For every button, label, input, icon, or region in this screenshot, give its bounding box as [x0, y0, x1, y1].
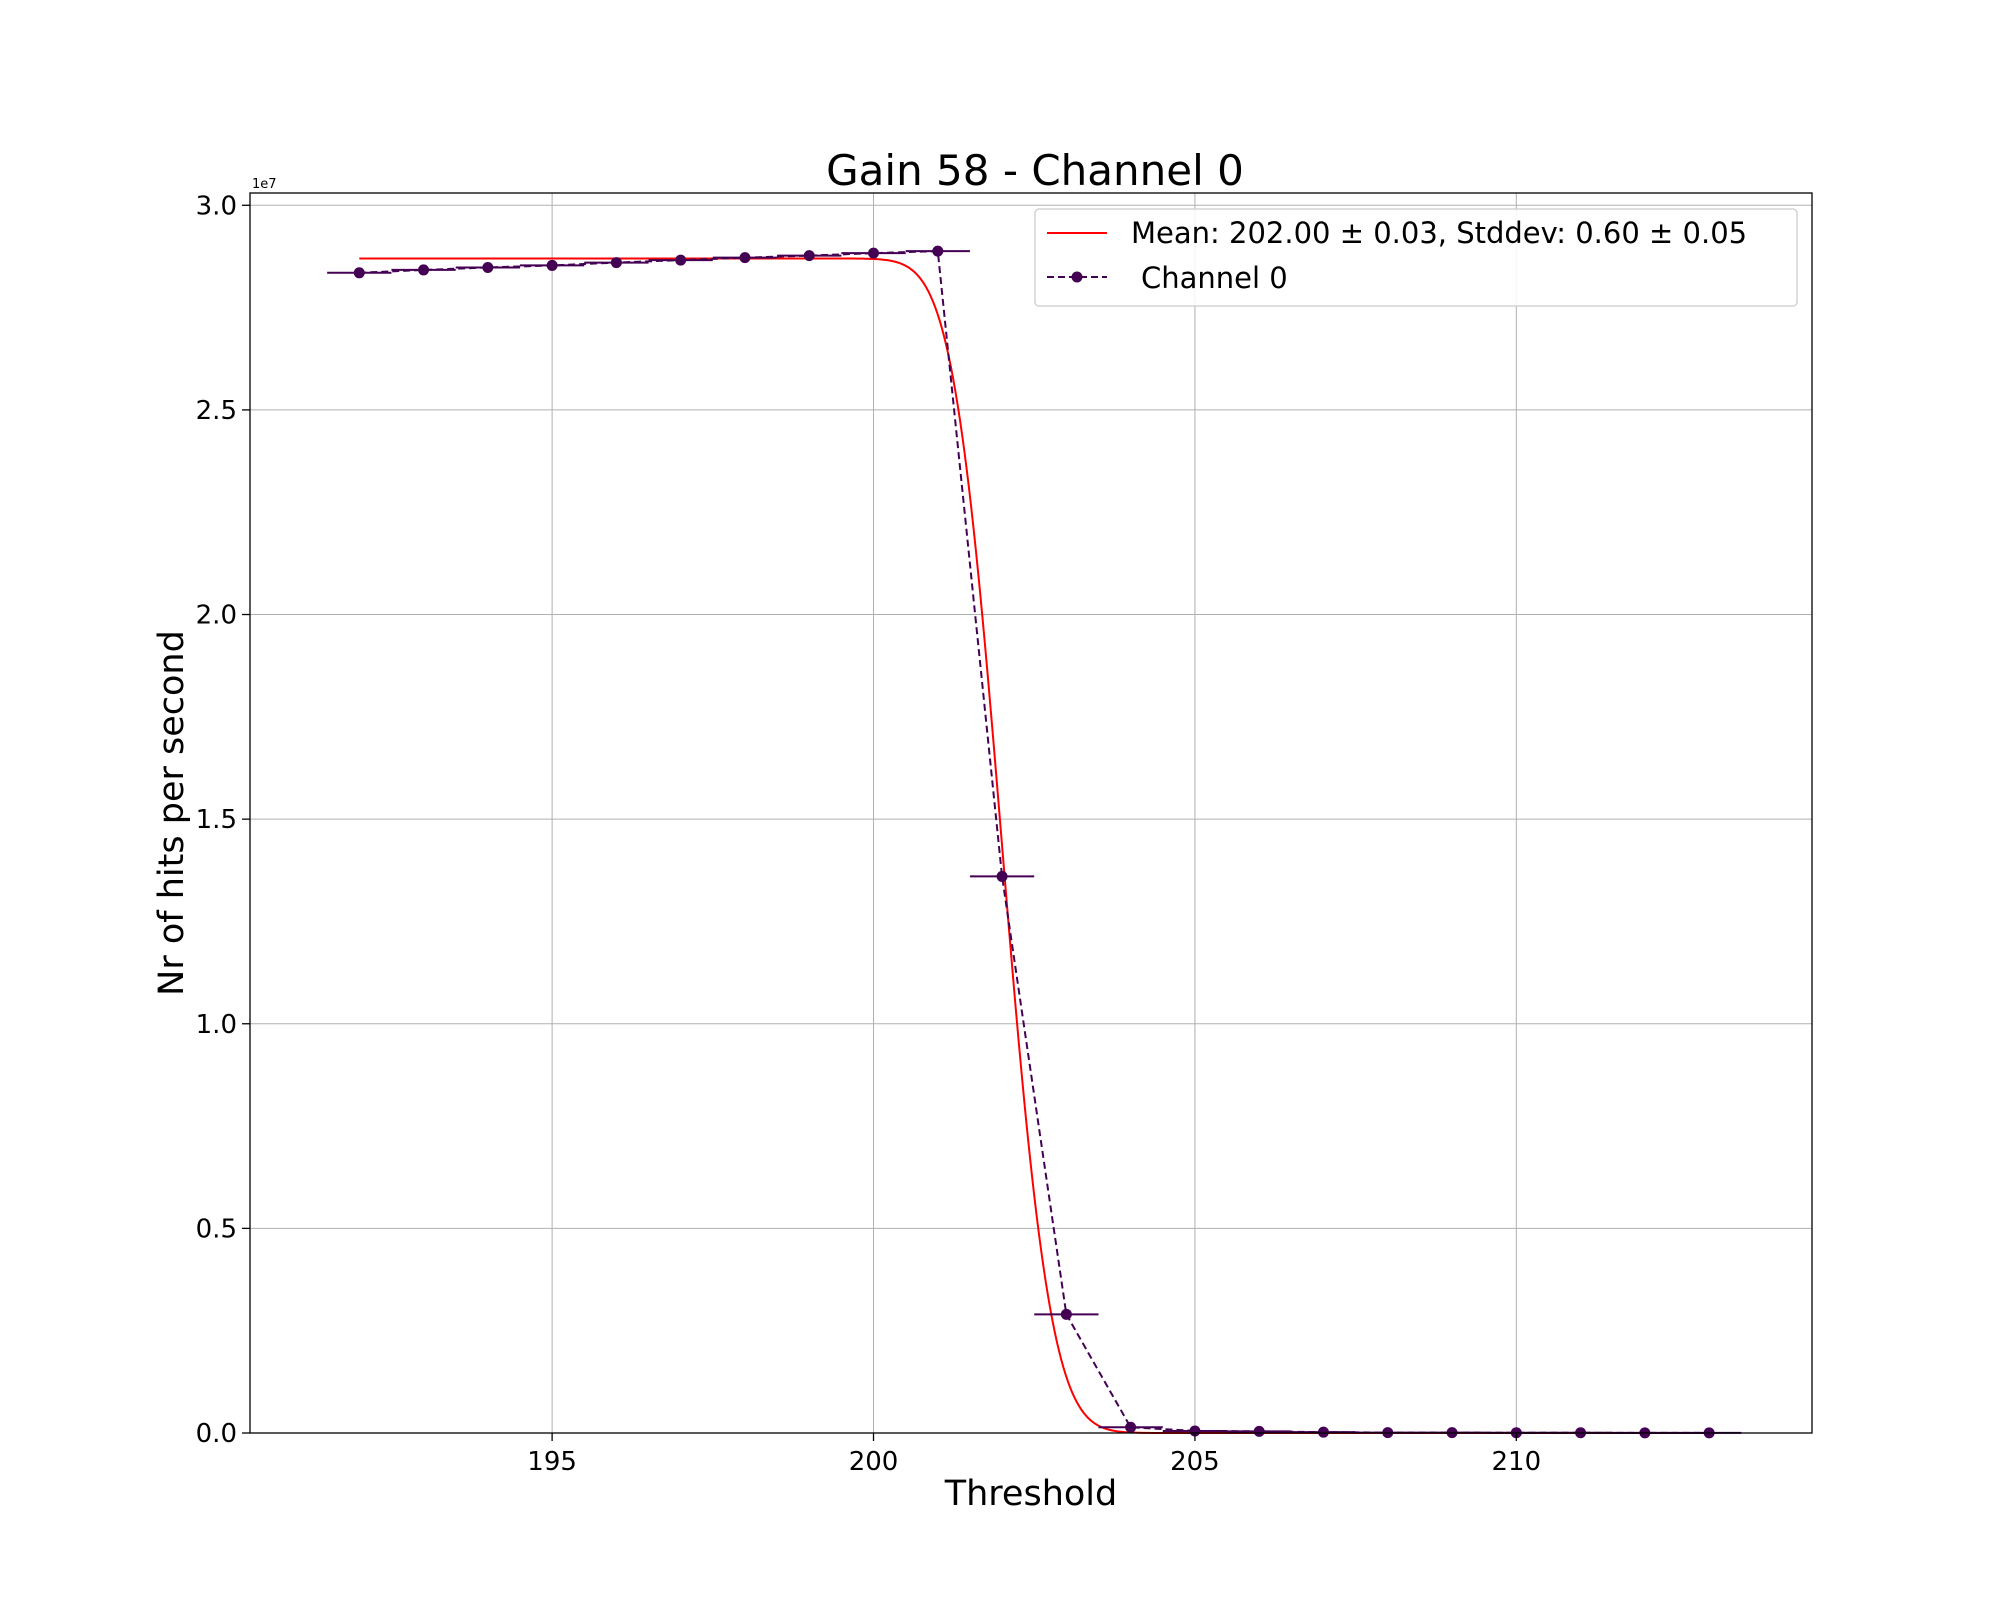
data-point — [482, 261, 494, 273]
grid — [250, 193, 1812, 1434]
x-tick-label: 200 — [849, 1447, 899, 1477]
data-point — [1189, 1425, 1201, 1437]
legend-data-label: Channel 0 — [1141, 261, 1288, 295]
y-tick-label: 0.5 — [196, 1214, 237, 1244]
y-tick-label: 1.5 — [196, 805, 237, 835]
x-axis-label: Threshold — [944, 1474, 1118, 1514]
data-point — [803, 250, 815, 262]
legend-fit-label: Mean: 202.00 ± 0.03, Stddev: 0.60 ± 0.05 — [1131, 216, 1747, 250]
data-point — [546, 259, 558, 271]
y-tick-label: 2.5 — [196, 396, 237, 426]
y-tick-label: 0.0 — [196, 1419, 237, 1449]
data-point — [739, 252, 751, 264]
legend-data-marker — [1071, 271, 1083, 283]
axis-ticks: 195 200 205 210 0.0 0.5 1.0 1.5 2.0 2.5 3.0 — [196, 191, 1541, 1477]
y-tick-label: 2.0 — [196, 601, 237, 631]
legend-box — [1034, 208, 1798, 307]
data-point — [1253, 1425, 1265, 1437]
data-series-layer — [327, 245, 1742, 1439]
data-point — [418, 264, 430, 276]
plot-frame — [249, 192, 1813, 1434]
data-point — [1060, 1308, 1072, 1320]
data-point — [1317, 1426, 1329, 1438]
fit-curve-layer — [359, 257, 1710, 1434]
channel-0-line — [359, 250, 1710, 1434]
x-tick-label: 195 — [527, 1447, 577, 1477]
fit-curve — [359, 257, 1710, 1434]
y-axis-label: Nr of hits per second — [152, 630, 192, 996]
data-point — [868, 247, 880, 259]
chart-title: Gain 58 - Channel 0 — [826, 146, 1244, 195]
data-point — [675, 254, 687, 266]
x-tick-label: 210 — [1491, 1447, 1541, 1477]
x-tick-label: 205 — [1170, 1447, 1220, 1477]
data-point — [932, 245, 944, 257]
data-point — [1125, 1421, 1137, 1433]
data-point — [610, 257, 622, 269]
y-axis-offset-label: 1e7 — [252, 177, 277, 192]
y-tick-label: 1.0 — [196, 1010, 237, 1040]
data-point — [996, 870, 1008, 882]
y-tick-label: 3.0 — [196, 191, 237, 221]
legend: Mean: 202.00 ± 0.03, Stddev: 0.60 ± 0.05… — [1034, 208, 1798, 307]
data-point — [353, 267, 365, 279]
